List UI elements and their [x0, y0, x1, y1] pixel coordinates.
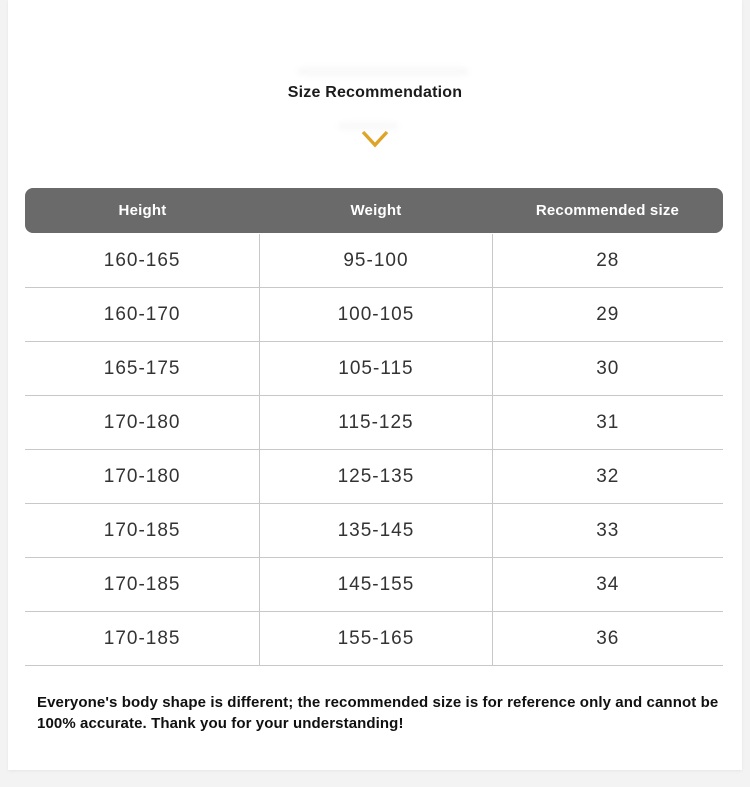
table-row: 160-170 100-105 29 — [25, 288, 723, 342]
table-cell: 155-165 — [259, 612, 493, 665]
chevron-down-icon — [8, 129, 742, 151]
table-cell: 135-145 — [259, 504, 493, 557]
table-cell: 170-180 — [103, 411, 181, 433]
table-cell: 31 — [596, 411, 620, 433]
table-cell: 100-105 — [259, 288, 493, 341]
column-header-recommended-size: Recommended size — [535, 202, 680, 219]
table-cell: 30 — [596, 357, 620, 379]
table-row: 170-185 155-165 36 — [25, 612, 723, 666]
table-cell: 170-185 — [103, 519, 181, 541]
table-cell: 95-100 — [259, 234, 493, 287]
page-title: Size Recommendation — [287, 84, 463, 101]
table-cell: 170-185 — [103, 573, 181, 595]
column-header-height: Height — [118, 202, 167, 219]
table-cell: 105-115 — [259, 342, 493, 395]
table-cell: 125-135 — [259, 450, 493, 503]
faded-text-artifact — [338, 123, 398, 129]
table-cell: 36 — [596, 627, 620, 649]
table-row: 170-185 135-145 33 — [25, 504, 723, 558]
table-body: 160-165 95-100 28 160-170 100-105 29 165-175 10… — [25, 234, 723, 666]
table-row: 170-185 145-155 34 — [25, 558, 723, 612]
table-cell: 28 — [596, 249, 620, 271]
table-cell: 115-125 — [259, 396, 493, 449]
table-cell: 160-165 — [103, 249, 181, 271]
size-recommendation-table: Height Weight Recommended size 160-165 95-1… — [25, 188, 723, 666]
table-cell: 165-175 — [103, 357, 181, 379]
table-cell: 32 — [596, 465, 620, 487]
table-cell: 29 — [596, 303, 620, 325]
table-cell: 145-155 — [259, 558, 493, 611]
table-cell: 160-170 — [103, 303, 181, 325]
faded-text-artifact — [298, 68, 468, 75]
product-info-card: Size Recommendation Height Weight Recommen… — [8, 0, 742, 770]
table-header-row: Height Weight Recommended size — [25, 188, 723, 233]
table-row: 170-180 125-135 32 — [25, 450, 723, 504]
table-cell: 170-185 — [103, 627, 181, 649]
table-cell: 33 — [596, 519, 620, 541]
table-row: 160-165 95-100 28 — [25, 234, 723, 288]
table-row: 170-180 115-125 31 — [25, 396, 723, 450]
table-cell: 170-180 — [103, 465, 181, 487]
column-header-weight: Weight — [350, 202, 402, 219]
table-row: 165-175 105-115 30 — [25, 342, 723, 396]
disclaimer-text: Everyone's body shape is different; the … — [37, 694, 719, 732]
table-cell: 34 — [596, 573, 620, 595]
